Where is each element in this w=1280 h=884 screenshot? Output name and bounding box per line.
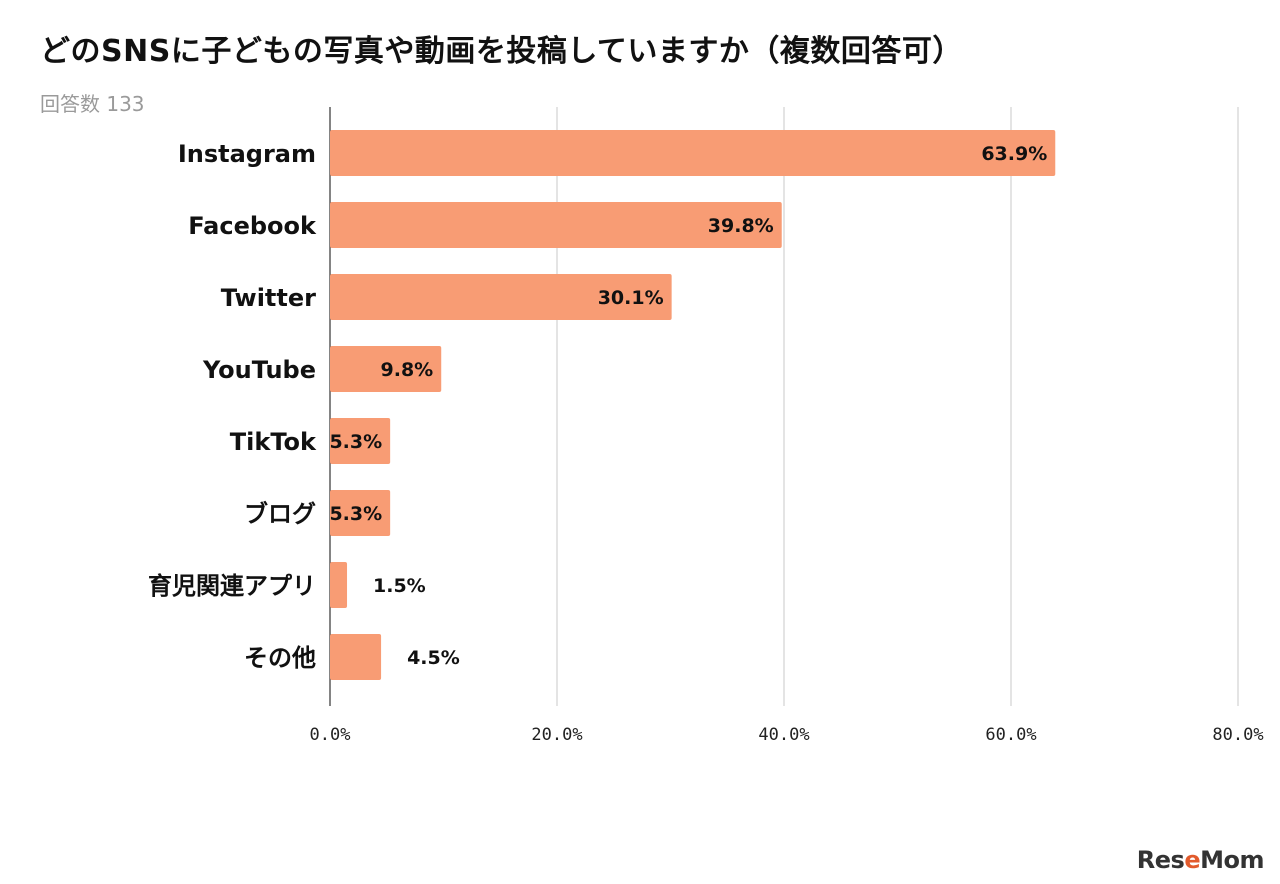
data-label: 39.8% — [708, 215, 774, 237]
data-label: 30.1% — [598, 287, 664, 309]
category-label: Instagram — [178, 140, 316, 168]
resemom-logo: ReseMom — [1136, 846, 1265, 874]
bar — [330, 346, 442, 392]
x-tick-label: 80.0% — [1212, 725, 1263, 745]
bar — [330, 562, 348, 608]
chart-subtitle: 回答数 133 — [40, 92, 145, 116]
data-label: 63.9% — [981, 143, 1047, 165]
category-label: ブログ — [244, 500, 316, 528]
bar — [330, 418, 391, 464]
category-label: 育児関連アプリ — [148, 572, 316, 600]
category-label: YouTube — [202, 356, 316, 384]
category-label: TikTok — [230, 428, 317, 456]
chart-title: どのSNSに子どもの写真や動画を投稿していますか（複数回答可） — [40, 34, 963, 69]
data-label: 9.8% — [381, 359, 434, 381]
bar — [330, 634, 382, 680]
bar — [330, 274, 672, 320]
x-tick-label: 0.0% — [310, 725, 351, 745]
data-label: 5.3% — [329, 503, 382, 525]
x-tick-label: 40.0% — [758, 725, 809, 745]
data-label: 1.5% — [373, 575, 426, 597]
category-label: Facebook — [188, 212, 317, 240]
data-label: 4.5% — [407, 647, 460, 669]
bar — [330, 202, 782, 248]
x-tick-label: 20.0% — [531, 725, 582, 745]
data-label: 5.3% — [329, 431, 382, 453]
bar — [330, 490, 391, 536]
category-label: その他 — [244, 644, 316, 672]
x-tick-label: 60.0% — [985, 725, 1036, 745]
bar — [330, 130, 1056, 176]
category-label: Twitter — [221, 284, 316, 312]
